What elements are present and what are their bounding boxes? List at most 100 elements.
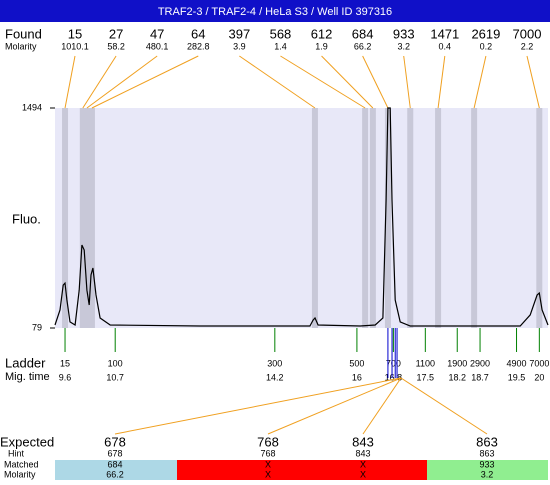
- peak-band: [311, 108, 318, 328]
- peak-band: [79, 108, 86, 328]
- expected-matched: X: [360, 459, 366, 469]
- peak-band: [88, 108, 95, 328]
- found-connector: [473, 55, 487, 109]
- peak-band: [471, 108, 478, 328]
- title: TRAF2-3 / TRAF2-4 / HeLa S3 / Well ID 39…: [158, 6, 392, 18]
- expected-size: 843: [352, 434, 374, 449]
- y-label: Fluo.: [12, 211, 41, 226]
- expected-size: 768: [257, 434, 279, 449]
- plot-area: [55, 108, 548, 328]
- ladder-time: 18.7: [471, 372, 489, 382]
- found-size: 397: [229, 26, 251, 41]
- y-tick-label: 79: [32, 322, 42, 332]
- ladder-size: 100: [108, 358, 123, 368]
- peak-band: [435, 108, 442, 328]
- ladder-time: 16.8: [385, 372, 403, 382]
- found-molarity: 1.4: [274, 41, 287, 51]
- ladder-time: 18.2: [448, 372, 466, 382]
- found-connector: [239, 55, 316, 109]
- ladder-size: 1100: [416, 358, 435, 368]
- ladder-size: 500: [349, 358, 364, 368]
- ladder-size: 7000: [529, 358, 549, 368]
- found-size: 15: [68, 26, 82, 41]
- found-connector: [403, 55, 411, 109]
- ladder-size: 15: [60, 358, 70, 368]
- found-molarity: 0.2: [480, 41, 493, 51]
- hint-label: Hint: [8, 448, 25, 458]
- molarity-label: Molarity: [4, 469, 36, 479]
- expected-label: Expected: [0, 434, 54, 449]
- found-molarity: 1010.1: [61, 41, 89, 51]
- title-bar: [0, 0, 550, 22]
- found-size: 612: [311, 26, 333, 41]
- ladder-size: 1900: [447, 358, 467, 368]
- found-size: 7000: [513, 26, 542, 41]
- ladder-time-label: Mig. time: [5, 371, 50, 383]
- found-connector: [437, 55, 446, 109]
- ladder-label: Ladder: [5, 355, 46, 370]
- found-molarity-label: Molarity: [5, 41, 37, 51]
- ladder-time: 20: [534, 372, 544, 382]
- found-molarity: 58.2: [107, 41, 125, 51]
- peak-band: [362, 108, 369, 328]
- ladder-size: 2900: [470, 358, 490, 368]
- ladder-size: 300: [267, 358, 282, 368]
- match-cell: [177, 460, 302, 480]
- expected-matched: 933: [479, 459, 494, 469]
- found-connector: [321, 55, 374, 109]
- ladder-time: 17.5: [417, 372, 435, 382]
- expected-molarity: 66.2: [106, 469, 124, 479]
- found-molarity: 282.8: [187, 41, 210, 51]
- peak-band: [62, 108, 69, 328]
- found-size: 47: [150, 26, 164, 41]
- match-cell: [427, 460, 548, 480]
- found-connector: [64, 55, 76, 109]
- peak-band: [407, 108, 414, 328]
- found-molarity: 2.2: [521, 41, 534, 51]
- expected-size: 678: [104, 434, 126, 449]
- expected-molarity: X: [265, 469, 271, 479]
- expected-hint: 863: [479, 448, 494, 458]
- expected-hint: 843: [355, 448, 370, 458]
- peak-band: [384, 108, 391, 328]
- ladder-size: 4900: [507, 358, 527, 368]
- found-molarity: 3.9: [233, 41, 246, 51]
- found-molarity: 66.2: [354, 41, 372, 51]
- ladder-time: 19.5: [508, 372, 526, 382]
- peak-band: [83, 108, 90, 328]
- found-size: 568: [270, 26, 292, 41]
- found-connector: [280, 55, 366, 109]
- found-connector: [362, 55, 389, 109]
- found-molarity: 480.1: [146, 41, 169, 51]
- expected-connector: [114, 377, 402, 435]
- expected-matched: X: [265, 459, 271, 469]
- peak-band: [536, 108, 543, 328]
- found-size: 2619: [471, 26, 500, 41]
- ladder-time: 10.7: [106, 372, 124, 382]
- ladder-size: 700: [386, 358, 401, 368]
- expected-molarity: X: [360, 469, 366, 479]
- found-connector: [526, 55, 540, 109]
- match-cell: [55, 460, 177, 480]
- expected-hint: 768: [260, 448, 275, 458]
- found-size: 64: [191, 26, 205, 41]
- trace: [54, 107, 549, 327]
- found-connector: [86, 55, 158, 109]
- found-molarity: 3.2: [397, 41, 410, 51]
- found-size: 933: [393, 26, 415, 41]
- found-label: Found: [5, 26, 42, 41]
- ladder-time: 16: [352, 372, 362, 382]
- found-size: 684: [352, 26, 374, 41]
- found-size: 27: [109, 26, 123, 41]
- matched-label: Matched: [4, 459, 39, 469]
- found-size: 1471: [430, 26, 459, 41]
- found-molarity: 1.9: [315, 41, 328, 51]
- expected-connector: [362, 377, 402, 435]
- expected-connector: [267, 377, 402, 435]
- match-cell: [302, 460, 427, 480]
- expected-size: 863: [476, 434, 498, 449]
- found-connector: [91, 55, 199, 109]
- peak-band: [369, 108, 376, 328]
- y-tick-label: 1494: [22, 102, 42, 112]
- expected-connector: [400, 377, 488, 435]
